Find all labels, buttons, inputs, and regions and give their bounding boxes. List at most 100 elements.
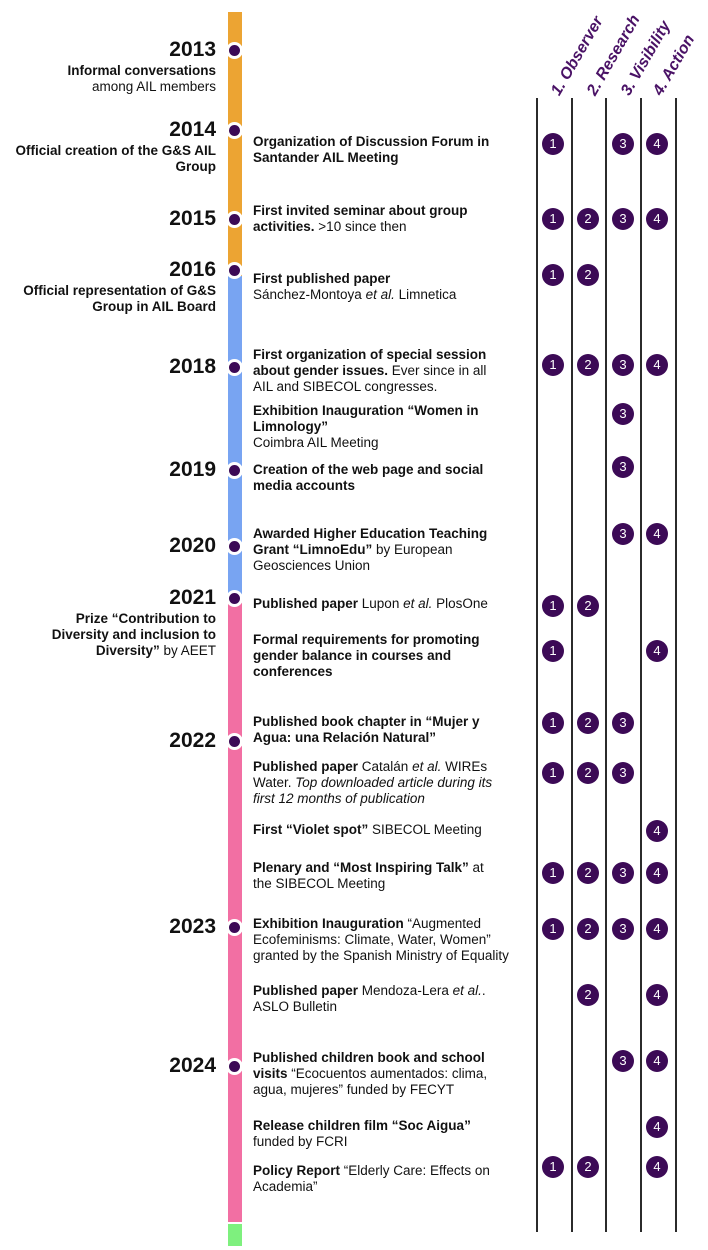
event-line: Limnology” — [253, 419, 528, 435]
year-label: 2015 — [169, 207, 216, 230]
text-run: “Ecocuentos aumentados: clima, — [287, 1066, 488, 1081]
text-run: Coimbra AIL Meeting — [253, 435, 379, 450]
text-run: Diversity and inclusion to — [51, 627, 216, 642]
text-run: First “Violet spot” — [253, 822, 369, 837]
text-run: agua, mujeres” funded by FECYT — [253, 1082, 455, 1097]
event-line: Exhibition Inauguration “Women in — [253, 403, 528, 419]
text-run: >10 since then — [314, 219, 407, 234]
year-label: 2024 — [169, 1054, 216, 1077]
badge-observer: 1 — [542, 640, 564, 662]
text-run: Organization of Discussion Forum in — [253, 134, 490, 149]
text-run: Plenary and “Most Inspiring Talk” — [253, 860, 469, 875]
column-divider — [605, 98, 607, 1232]
text-run: AIL and SIBECOL congresses. — [253, 379, 438, 394]
badge-research: 2 — [577, 354, 599, 376]
year-description-line: Official representation of G&S — [23, 283, 216, 299]
event-line: Grant “LimnoEdu” by European — [253, 542, 528, 558]
event-line: conferences — [253, 664, 528, 680]
text-run: Formal requirements for promoting — [253, 632, 480, 647]
column-divider — [536, 98, 538, 1232]
badge-research: 2 — [577, 208, 599, 230]
event-text: Policy Report “Elderly Care: Effects on A… — [253, 1163, 528, 1195]
event-line: Organization of Discussion Forum in — [253, 134, 528, 150]
badge-visibility: 3 — [612, 133, 634, 155]
timeline-segment — [228, 1224, 242, 1246]
year-label: 2019 — [169, 458, 216, 481]
text-run: Published paper — [253, 983, 359, 998]
event-line: Published book chapter in “Mujer y — [253, 714, 528, 730]
text-run: funded by FCRI — [253, 1134, 348, 1149]
text-run: et al. — [412, 759, 442, 774]
event-text: Creation of the web page and social media… — [253, 462, 528, 494]
text-run: gender balance in courses and — [253, 648, 452, 663]
year-description: Official representation of G&S Group in A… — [23, 283, 216, 315]
year-label: 2014 — [169, 118, 216, 141]
event-line: about gender issues. Ever since in all — [253, 363, 528, 379]
badge-action: 4 — [646, 1050, 668, 1072]
badge-research: 2 — [577, 264, 599, 286]
badge-research: 2 — [577, 862, 599, 884]
event-text: First published paper Sánchez-Montoya et … — [253, 271, 528, 303]
text-run: Published children book and school — [253, 1050, 485, 1065]
text-run: visits — [253, 1066, 288, 1081]
text-run: by AEET — [159, 643, 216, 658]
event-line: First organization of special session — [253, 347, 528, 363]
text-run: WIREs — [441, 759, 488, 774]
badge-observer: 1 — [542, 264, 564, 286]
badge-action: 4 — [646, 918, 668, 940]
event-line: Published paper Mendoza-Lera et al.. — [253, 983, 528, 999]
text-run: Official representation of G&S — [23, 283, 216, 298]
text-run: First organization of special session — [253, 347, 487, 362]
event-line: First invited seminar about group — [253, 203, 528, 219]
timeline-segment — [228, 600, 242, 1222]
badge-action: 4 — [646, 984, 668, 1006]
text-run: SIBECOL Meeting — [368, 822, 482, 837]
text-run: at — [468, 860, 484, 875]
event-line: agua, mujeres” funded by FECYT — [253, 1082, 528, 1098]
text-run: et al. — [365, 287, 395, 302]
event-text: Organization of Discussion Forum in Santa… — [253, 134, 528, 166]
event-line: Santander AIL Meeting — [253, 150, 528, 166]
event-line: Published paper Catalán et al. WIREs — [253, 759, 528, 775]
badge-action: 4 — [646, 862, 668, 884]
year-label: 2013 — [169, 38, 216, 61]
text-run: et al. — [403, 596, 433, 611]
text-run: et al. — [452, 983, 482, 998]
year-description-line: Prize “Contribution to — [52, 611, 216, 627]
text-run: Ever since in all — [388, 363, 487, 378]
year-dot — [226, 122, 243, 139]
event-line: visits “Ecocuentos aumentados: clima, — [253, 1066, 528, 1082]
event-line: funded by FCRI — [253, 1134, 528, 1150]
text-run: Policy Report — [253, 1163, 341, 1178]
year-dot — [226, 733, 243, 750]
event-text: Plenary and “Most Inspiring Talk” at the … — [253, 860, 528, 892]
event-line: the SIBECOL Meeting — [253, 876, 528, 892]
year-label: 2016 — [169, 258, 216, 281]
badge-visibility: 3 — [612, 862, 634, 884]
year-dot — [226, 1058, 243, 1075]
year-description-line: Official creation of the G&S AIL — [15, 143, 216, 159]
text-run: Sánchez-Montoya — [253, 287, 366, 302]
text-run: Santander AIL Meeting — [253, 150, 399, 165]
badge-action: 4 — [646, 354, 668, 376]
text-run: Limnology” — [253, 419, 328, 434]
badge-research: 2 — [577, 984, 599, 1006]
text-run: media accounts — [253, 478, 356, 493]
column-divider — [675, 98, 677, 1232]
text-run: Published paper — [253, 596, 359, 611]
event-line: Policy Report “Elderly Care: Effects on — [253, 1163, 528, 1179]
event-line: Awarded Higher Education Teaching — [253, 526, 528, 542]
text-run: Ecofeminisms: Climate, Water, Women” — [253, 932, 491, 947]
badge-visibility: 3 — [612, 354, 634, 376]
badge-visibility: 3 — [612, 456, 634, 478]
year-dot — [226, 359, 243, 376]
year-label: 2022 — [169, 729, 216, 752]
badge-action: 4 — [646, 523, 668, 545]
badge-action: 4 — [646, 640, 668, 662]
event-line: AIL and SIBECOL congresses. — [253, 379, 528, 395]
year-description: Informal conversations among AIL members — [67, 63, 216, 95]
text-run: by European — [372, 542, 453, 557]
text-run: Group in AIL Board — [92, 299, 216, 314]
text-run: activities. — [253, 219, 315, 234]
badge-research: 2 — [577, 595, 599, 617]
